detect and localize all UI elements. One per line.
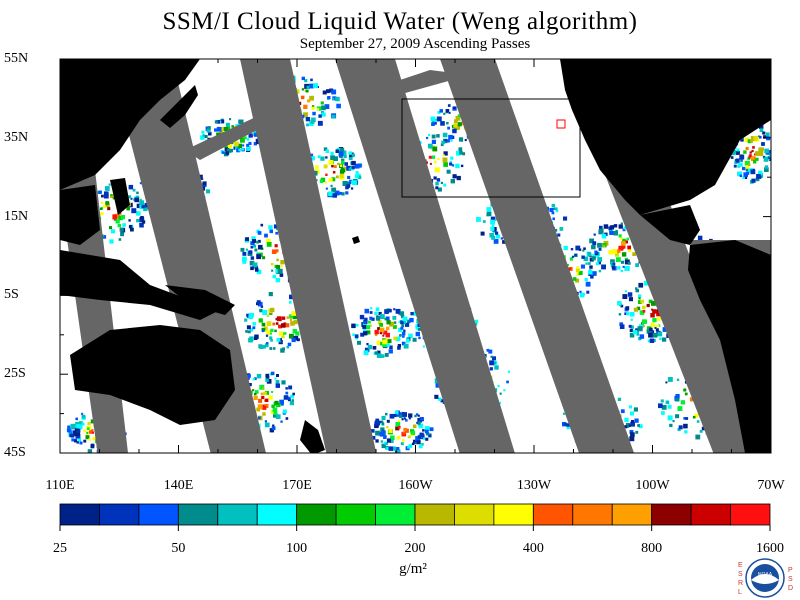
logo-psd-d: D <box>788 585 793 592</box>
map-title: SSM/I Cloud Liquid Water (Weng algorithm… <box>162 8 638 35</box>
colorbar-swatch <box>375 503 416 526</box>
lat-label: 15N <box>4 208 29 224</box>
colorbar-swatch <box>690 503 731 526</box>
swath-gap <box>185 115 280 160</box>
lon-label: 100W <box>635 478 670 493</box>
land-central-america <box>640 205 700 245</box>
land-hawaii <box>352 236 360 244</box>
lat-label: 5S <box>4 287 19 303</box>
logo-esrl-s: S <box>738 571 743 578</box>
colorbar-swatch <box>217 503 258 526</box>
swath-gap <box>440 59 635 453</box>
lon-label: 130W <box>516 478 552 493</box>
swath-gap <box>335 59 515 453</box>
land-indonesia <box>60 250 220 320</box>
colorbar-swatch <box>296 503 337 526</box>
land-indochina <box>60 185 100 245</box>
land-new-zealand <box>300 420 325 453</box>
colorbar-swatch <box>256 503 298 526</box>
land-new-guinea <box>165 285 235 315</box>
land-japan <box>160 85 198 128</box>
logo-esrl-r: R <box>738 580 743 587</box>
land-masses <box>60 59 771 453</box>
colorbar-swatch <box>611 503 653 526</box>
colorbar-tick-label: 200 <box>404 541 426 556</box>
colorbar-swatch <box>572 503 613 526</box>
land-asia <box>60 59 200 190</box>
colorbar-swatch <box>177 503 219 526</box>
colorbar-swatch <box>532 503 574 526</box>
colorbar-swatch <box>138 503 179 526</box>
lon-label: 160W <box>398 478 433 493</box>
lon-label: 140E <box>163 478 194 493</box>
region-box <box>401 98 581 198</box>
map-subtitle: September 27, 2009 Ascending Passes <box>299 36 531 52</box>
logo-esrl-e: E <box>738 562 743 569</box>
land-australia <box>70 325 235 425</box>
colorbar-swatch <box>651 503 692 526</box>
lon-label: 110E <box>45 478 75 493</box>
lat-label: 55N <box>4 51 29 66</box>
logo-esrl-l: L <box>738 589 742 596</box>
lat-label: 35N <box>4 129 29 145</box>
land-south-america <box>688 240 771 453</box>
logo-psd-s: S <box>788 576 793 583</box>
noaa-logo: NOAA E S R L P S D <box>738 558 793 598</box>
lon-label: 70W <box>757 478 785 493</box>
land-philippines <box>110 178 130 215</box>
site-marker <box>556 119 566 129</box>
colorbar-swatch <box>59 503 100 526</box>
colorbar-swatch <box>335 503 376 526</box>
colorbar-swatch <box>730 503 771 526</box>
colorbar-tick-label: 25 <box>53 541 67 556</box>
colorbar-tick-label: 800 <box>641 541 663 556</box>
colorbar-tick-label: 100 <box>286 541 308 556</box>
colorbar-unit: g/m² <box>399 561 427 577</box>
colorbar-tick-label: 400 <box>522 541 544 556</box>
colorbar-swatch <box>414 503 455 526</box>
lat-label: 45S <box>4 445 26 460</box>
colorbar-swatch <box>454 503 495 526</box>
colorbar-tick-label: 1600 <box>756 541 784 556</box>
logo-center-text: NOAA <box>758 572 773 578</box>
axis-ticks <box>59 58 772 454</box>
swath-gap <box>240 59 377 453</box>
colorbar-swatch <box>99 503 140 526</box>
lat-label: 25S <box>4 366 26 382</box>
land-north-america <box>560 59 771 215</box>
colorbar <box>59 503 771 531</box>
swath-gap <box>370 70 470 100</box>
logo-psd-p: P <box>788 567 793 574</box>
colorbar-tick-label: 50 <box>171 541 186 556</box>
lon-label: 170E <box>282 478 312 493</box>
colorbar-swatch <box>493 503 534 526</box>
